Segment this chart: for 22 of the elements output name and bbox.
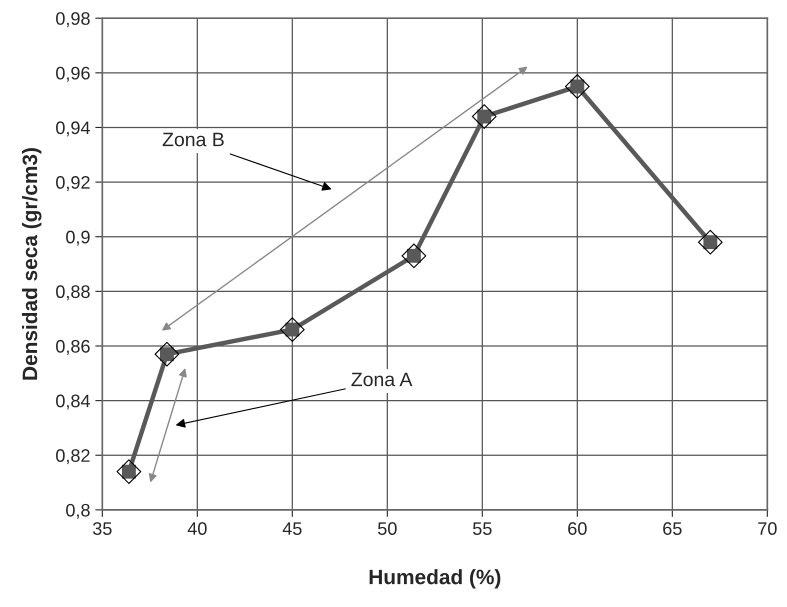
y-tick-label: 0,9: [66, 230, 90, 246]
x-tick-label: 55: [473, 522, 492, 535]
x-tick-label: 45: [282, 522, 302, 535]
x-tick-label: 65: [663, 522, 682, 535]
y-tick-label: 0,8: [66, 504, 90, 519]
y-tick-label: 0,98: [56, 12, 90, 28]
y-tick-label: 0,92: [56, 176, 90, 191]
y-tick-label: 0,84: [56, 394, 90, 410]
y-tick-label: 0,94: [56, 121, 90, 136]
y-axis-title: Densidad seca (gr/cm3): [22, 148, 42, 380]
annotation: Zona B: [162, 132, 224, 146]
y-tick-label: 0,96: [56, 66, 90, 82]
x-tick-label: 50: [378, 522, 397, 535]
y-tick-label: 0,82: [56, 449, 90, 464]
y-tick-label: 0,86: [56, 340, 90, 355]
y-tick-label: 0,88: [56, 285, 90, 300]
x-tick-label: 60: [568, 522, 587, 535]
x-axis-title: Humedad (%): [370, 569, 500, 588]
x-tick-label: 70: [758, 522, 777, 535]
x-tick-label: 40: [188, 522, 207, 535]
x-tick-label: 35: [92, 522, 112, 535]
annotation: Zona A: [351, 372, 412, 386]
